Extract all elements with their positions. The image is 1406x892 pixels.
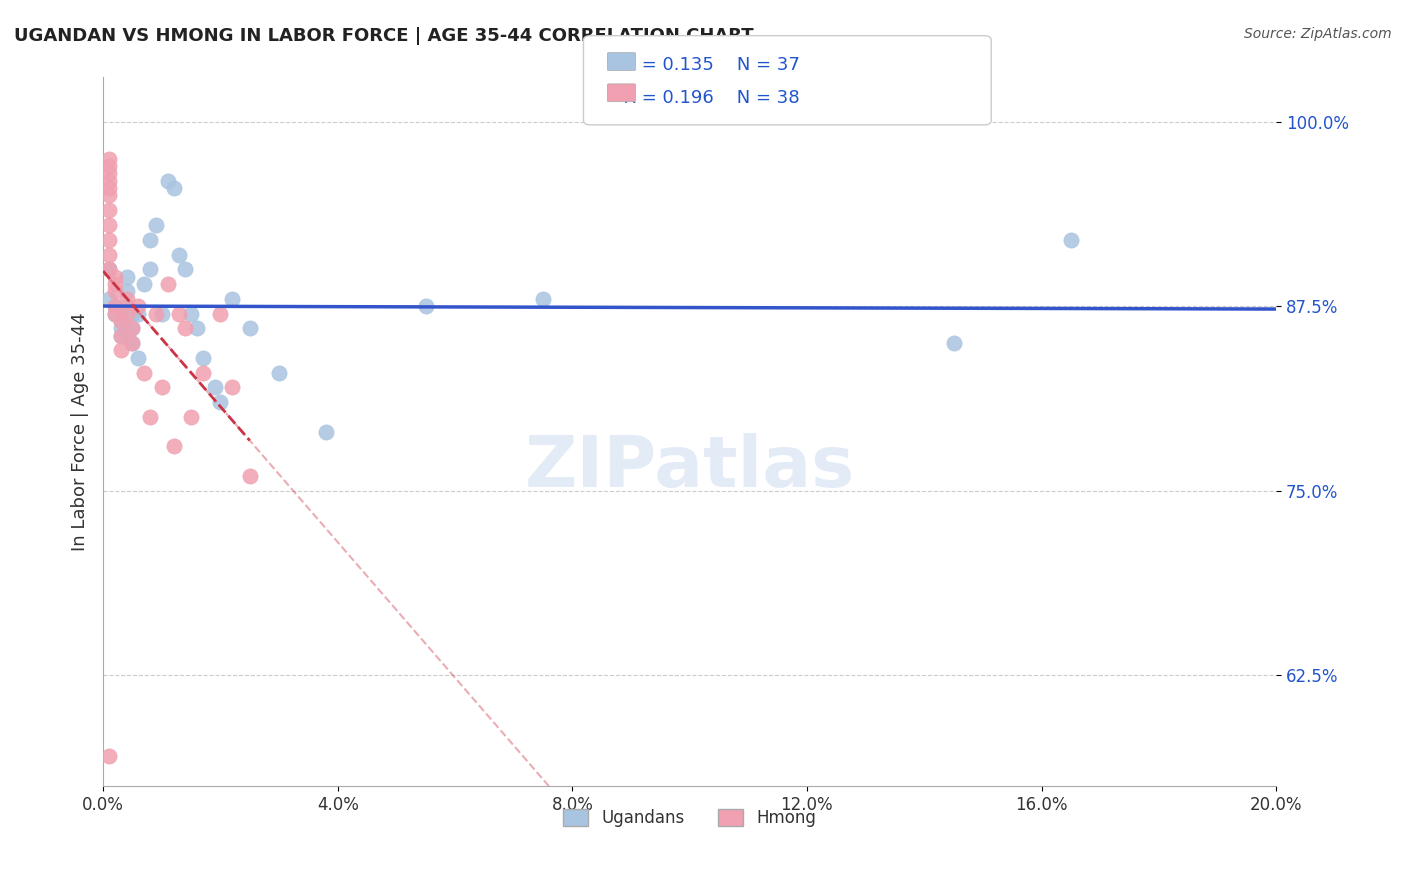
- Point: [221, 292, 243, 306]
- Point: [204, 380, 226, 394]
- Point: [139, 262, 162, 277]
- Point: [174, 262, 197, 277]
- Point: [1060, 233, 1083, 247]
- Point: [127, 351, 149, 365]
- Point: [115, 299, 138, 313]
- Text: R = 0.135    N = 37: R = 0.135 N = 37: [612, 56, 800, 74]
- Point: [121, 336, 143, 351]
- Point: [209, 395, 232, 409]
- Point: [156, 174, 179, 188]
- Point: [134, 277, 156, 291]
- Point: [145, 218, 167, 232]
- Point: [115, 292, 138, 306]
- Point: [98, 188, 121, 202]
- Point: [98, 233, 121, 247]
- Point: [110, 314, 132, 328]
- Point: [127, 299, 149, 313]
- Point: [98, 159, 121, 173]
- Point: [98, 247, 121, 261]
- Text: R = 0.196    N = 38: R = 0.196 N = 38: [612, 89, 799, 107]
- Point: [315, 425, 337, 439]
- Point: [110, 321, 132, 335]
- Point: [98, 262, 121, 277]
- Point: [139, 233, 162, 247]
- Point: [104, 269, 127, 284]
- Point: [531, 292, 554, 306]
- Point: [98, 181, 121, 195]
- Point: [98, 292, 121, 306]
- Point: [98, 174, 121, 188]
- Point: [134, 366, 156, 380]
- Point: [104, 299, 127, 313]
- Point: [169, 307, 191, 321]
- Legend: Ugandans, Hmong: Ugandans, Hmong: [557, 803, 823, 834]
- Point: [104, 285, 127, 299]
- Point: [150, 380, 173, 394]
- Point: [115, 307, 138, 321]
- Point: [98, 152, 121, 166]
- Point: [104, 307, 127, 321]
- Point: [186, 321, 208, 335]
- Point: [98, 262, 121, 277]
- Point: [180, 307, 202, 321]
- Point: [110, 328, 132, 343]
- Point: [180, 409, 202, 424]
- Point: [121, 336, 143, 351]
- Text: Source: ZipAtlas.com: Source: ZipAtlas.com: [1244, 27, 1392, 41]
- Point: [98, 166, 121, 180]
- Point: [121, 321, 143, 335]
- Point: [121, 321, 143, 335]
- Text: ZIPatlas: ZIPatlas: [524, 433, 855, 501]
- Point: [162, 181, 184, 195]
- Point: [239, 469, 262, 483]
- Point: [174, 321, 197, 335]
- Point: [104, 277, 127, 291]
- Point: [110, 314, 132, 328]
- Point: [239, 321, 262, 335]
- Point: [110, 343, 132, 358]
- Text: UGANDAN VS HMONG IN LABOR FORCE | AGE 35-44 CORRELATION CHART: UGANDAN VS HMONG IN LABOR FORCE | AGE 35…: [14, 27, 754, 45]
- Y-axis label: In Labor Force | Age 35-44: In Labor Force | Age 35-44: [72, 312, 89, 551]
- Point: [191, 366, 214, 380]
- Point: [209, 307, 232, 321]
- Point: [191, 351, 214, 365]
- Point: [115, 269, 138, 284]
- Point: [104, 299, 127, 313]
- Point: [162, 439, 184, 453]
- Point: [415, 299, 437, 313]
- Point: [145, 307, 167, 321]
- Point: [110, 328, 132, 343]
- Point: [115, 285, 138, 299]
- Point: [156, 277, 179, 291]
- Point: [104, 307, 127, 321]
- Point: [942, 336, 965, 351]
- Point: [121, 307, 143, 321]
- Point: [169, 247, 191, 261]
- Point: [150, 307, 173, 321]
- Point: [98, 203, 121, 218]
- Point: [98, 218, 121, 232]
- Point: [98, 749, 121, 764]
- Point: [267, 366, 290, 380]
- Point: [139, 409, 162, 424]
- Point: [127, 307, 149, 321]
- Point: [221, 380, 243, 394]
